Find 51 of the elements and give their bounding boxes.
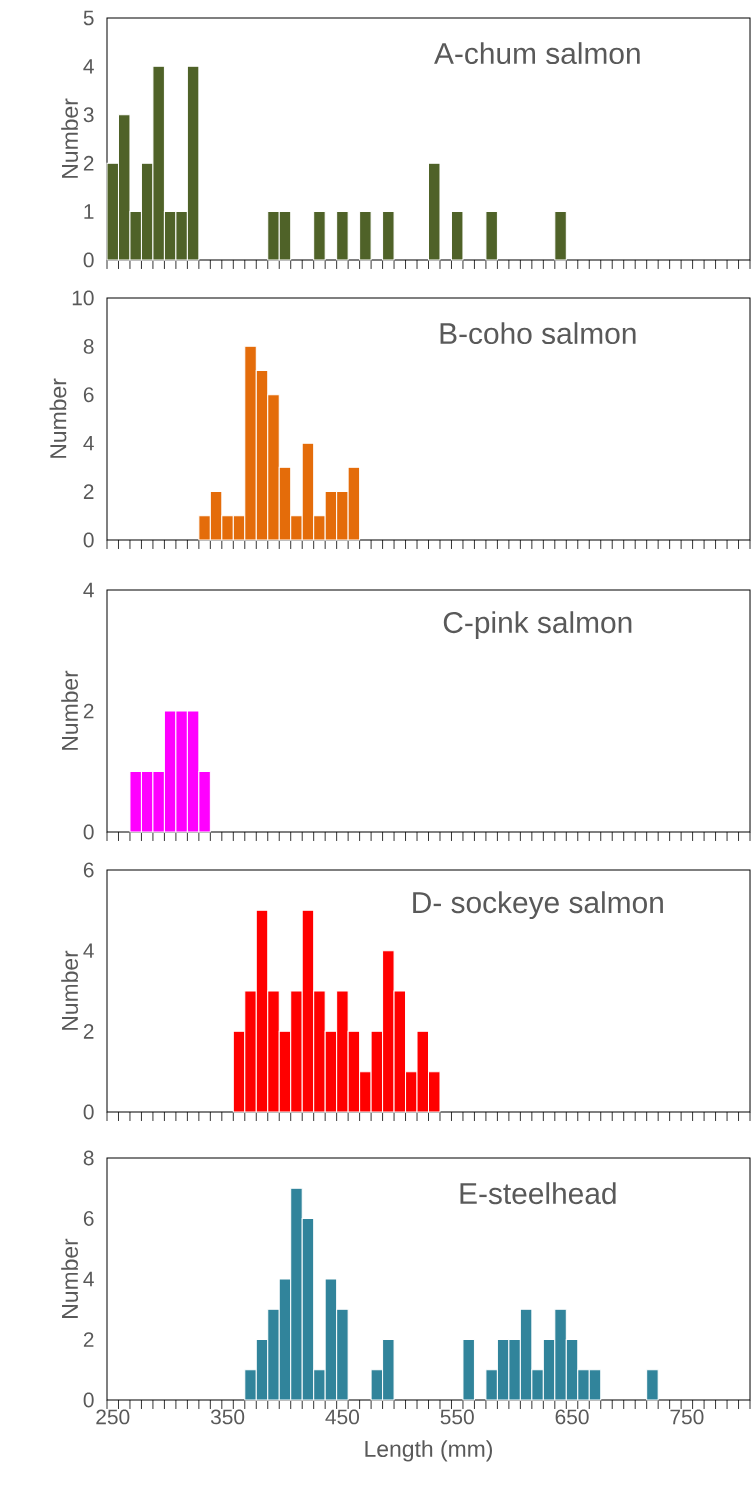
y-tick-label: 2	[83, 484, 94, 499]
bar	[485, 211, 498, 261]
y-tick-label: 4	[83, 943, 94, 958]
x-axis-title: Length (mm)	[365, 1440, 493, 1462]
y-tick-label: 2	[83, 1332, 94, 1347]
y-tick-label: 4	[83, 582, 94, 598]
bar	[382, 211, 395, 261]
y-tick-label: 5	[83, 10, 94, 26]
y-tick-label: 0	[83, 824, 94, 840]
y-axis-title: Number	[49, 378, 67, 458]
text: E-steelhead	[460, 1182, 616, 1205]
x-tick-label: 450	[325, 1409, 360, 1425]
y-tick-label: 2	[83, 703, 94, 719]
bar	[359, 211, 372, 261]
y-axis-title: Number	[61, 98, 78, 178]
y-tick-label: 4	[83, 435, 94, 451]
bar	[450, 211, 464, 261]
y-tick-label: 0	[83, 1392, 94, 1408]
y-tick-label: 6	[83, 1211, 94, 1226]
y-tick-label: 4	[83, 1271, 94, 1287]
bar	[554, 211, 567, 261]
y-tick-label: 6	[83, 862, 94, 878]
y-tick-label: 0	[83, 252, 94, 268]
y-axis-title: Number	[61, 670, 78, 750]
x-tick-label: 250	[96, 1409, 130, 1425]
x-tick-label: 350	[210, 1409, 245, 1425]
bar	[646, 1369, 659, 1401]
y-tick-label: 2	[83, 1024, 94, 1039]
y-tick-label: 0	[83, 1104, 94, 1120]
x-tick-label: 750	[670, 1409, 704, 1425]
y-tick-label: 10	[72, 290, 94, 306]
y-tick-label: 0	[83, 532, 94, 548]
text: A-chum salmon	[434, 42, 640, 65]
y-tick-label: 6	[83, 387, 94, 403]
y-tick-label: 2	[83, 155, 94, 171]
bar	[313, 211, 326, 261]
y-tick-label: 3	[83, 107, 94, 123]
y-tick-label: 8	[83, 1150, 94, 1166]
x-tick-label: 550	[440, 1409, 474, 1425]
y-axis-title: Number	[61, 1238, 78, 1318]
y-tick-label: 8	[83, 338, 94, 354]
y-axis-title: Number	[61, 950, 78, 1030]
y-tick-label: 1	[84, 204, 94, 219]
bar	[336, 211, 349, 261]
bar	[428, 162, 441, 261]
text: C-pink salmon	[443, 611, 632, 640]
y-tick-label: 4	[83, 59, 94, 74]
text: B-coho salmon	[440, 322, 636, 345]
x-tick-label: 650	[555, 1409, 589, 1425]
text: D- sockeye salmon	[413, 891, 663, 920]
bar	[462, 1339, 475, 1401]
